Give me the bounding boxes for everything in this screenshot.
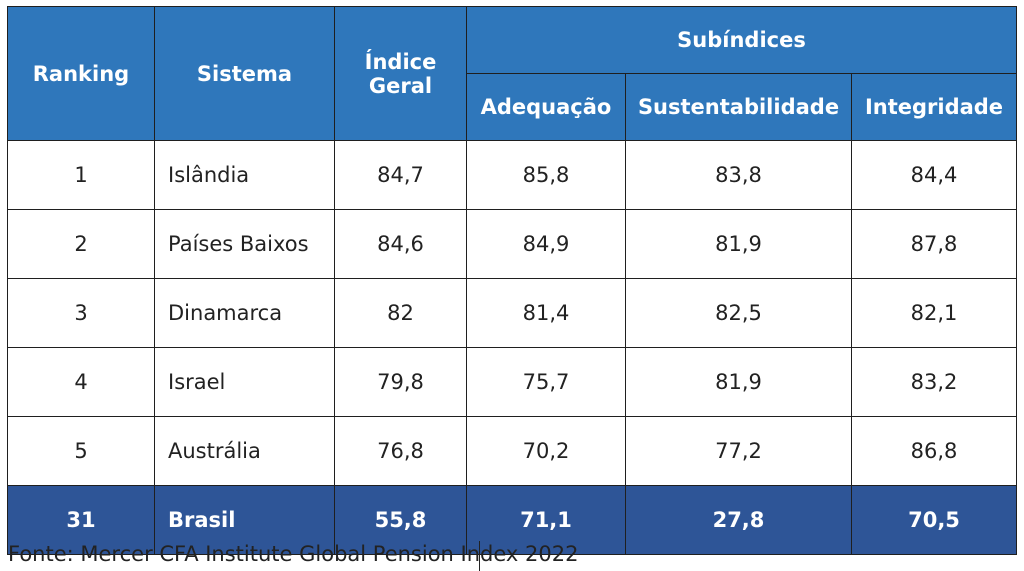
table-body: 1 Islândia 84,7 85,8 83,8 84,4 2 Países Baixos 8…	[7, 140, 1018, 555]
table-row: 4 Israel 79,8 75,7 81,9 83,2	[7, 347, 1018, 417]
source-caption: Fonte: Mercer CFA Institute Global Pensi…	[8, 542, 579, 566]
cell-adequacao: 75,7	[466, 347, 626, 417]
cell-indice-geral: 84,6	[334, 209, 467, 279]
header-ranking: Ranking	[7, 6, 155, 141]
cell-adequacao: 70,2	[466, 416, 626, 486]
header-subindices: Subíndices	[465, 6, 1018, 74]
table-row: 2 Países Baixos 84,6 84,9 81,9 87,8	[7, 209, 1018, 279]
cell-ranking: 2	[7, 209, 155, 279]
cell-ranking: 4	[7, 347, 155, 417]
cell-sistema: Países Baixos	[154, 209, 335, 279]
header-row-top: Ranking Sistema Índice Geral Subíndices	[7, 6, 1018, 141]
cell-sistema: Brasil	[154, 485, 335, 555]
table-row: 31 Brasil 55,8 71,1 27,8 70,5	[7, 485, 1018, 555]
cell-sistema: Israel	[154, 347, 335, 417]
header-integridade: Integridade	[850, 73, 1018, 141]
cell-sustentabilidade: 82,5	[625, 278, 852, 348]
cell-ranking: 5	[7, 416, 155, 486]
cell-integridade: 82,1	[850, 278, 1018, 348]
cell-adequacao: 81,4	[466, 278, 626, 348]
cell-sustentabilidade: 83,8	[625, 140, 852, 210]
header-adequacao: Adequação	[466, 73, 626, 141]
header-indice-geral-line2: Geral	[368, 73, 433, 98]
cell-integridade: 87,8	[850, 209, 1018, 279]
header-indice-geral-line1: Índice	[364, 49, 437, 74]
cell-adequacao: 85,8	[466, 140, 626, 210]
header-indice-geral: Índice Geral	[334, 6, 467, 141]
cell-integridade: 84,4	[850, 140, 1018, 210]
cell-sistema: Islândia	[154, 140, 335, 210]
table-row: 5 Austrália 76,8 70,2 77,2 86,8	[7, 416, 1018, 486]
table-row: 1 Islândia 84,7 85,8 83,8 84,4	[7, 140, 1018, 210]
cell-sustentabilidade: 81,9	[625, 209, 852, 279]
text-cursor	[479, 541, 480, 571]
header-sustentabilidade: Sustentabilidade	[625, 73, 852, 141]
cell-sustentabilidade: 27,8	[625, 485, 852, 555]
cell-sistema: Austrália	[154, 416, 335, 486]
cell-ranking: 1	[7, 140, 155, 210]
cell-sustentabilidade: 77,2	[625, 416, 852, 486]
ranking-table: Ranking Sistema Índice Geral Subíndices A…	[7, 6, 1018, 555]
cell-sustentabilidade: 81,9	[625, 347, 852, 417]
cell-integridade: 86,8	[850, 416, 1018, 486]
cell-indice-geral: 82	[334, 278, 467, 348]
cell-sistema: Dinamarca	[154, 278, 335, 348]
table-row: 3 Dinamarca 82 81,4 82,5 82,1	[7, 278, 1018, 348]
header-sistema: Sistema	[154, 6, 335, 141]
cell-integridade: 83,2	[850, 347, 1018, 417]
cell-indice-geral: 79,8	[334, 347, 467, 417]
cell-indice-geral: 84,7	[334, 140, 467, 210]
cell-indice-geral: 55,8	[334, 485, 467, 555]
header-row-sub: Adequação Sustentabilidade Integridade	[8, 73, 1018, 141]
cell-indice-geral: 76,8	[334, 416, 467, 486]
cell-integridade: 70,5	[850, 485, 1018, 555]
cell-ranking: 3	[7, 278, 155, 348]
cell-ranking: 31	[7, 485, 155, 555]
cell-adequacao: 84,9	[466, 209, 626, 279]
cell-adequacao: 71,1	[466, 485, 626, 555]
